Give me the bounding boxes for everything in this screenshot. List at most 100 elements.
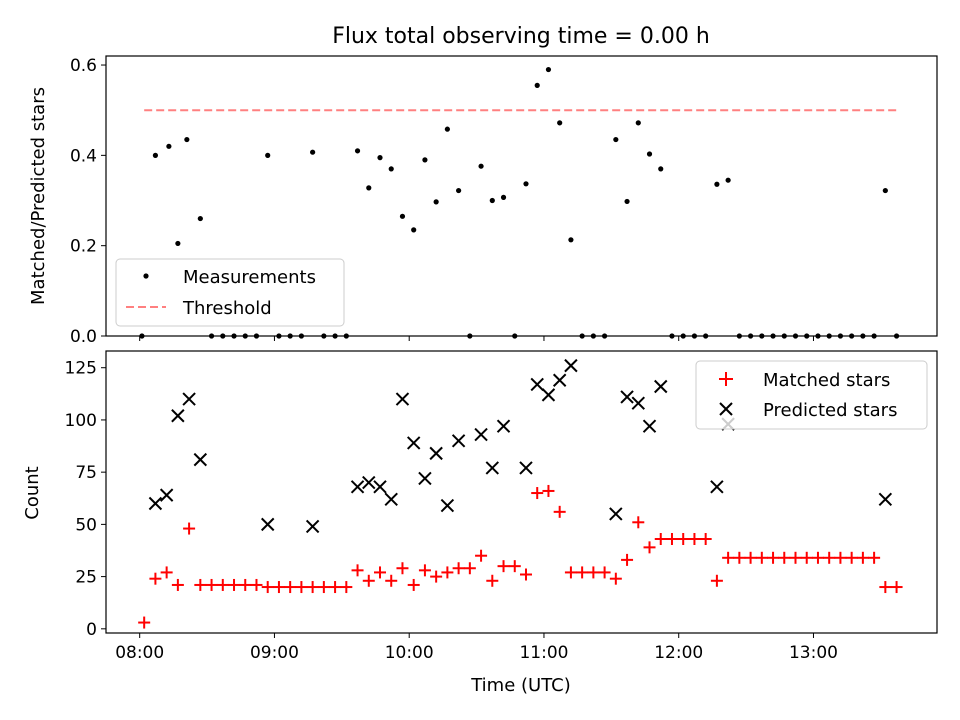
matched-star-point [216,578,229,591]
matched-star-point [856,551,869,564]
legend-predicted-label: Predicted stars [763,400,897,421]
predicted-star-point [642,419,657,433]
matched-star-point [272,581,285,594]
predicted-star-point [418,471,432,486]
matched-star-point [228,578,241,591]
matched-star-point [677,533,690,545]
matched-star-point [744,551,757,564]
matched-star-point [576,566,589,579]
bottom-axes-ticks: 0 25 50 75 100 125 08:00 09:00 10:00 11:00 12:00 13… [65,359,838,663]
top-y-tick-label: 0.4 [70,146,97,166]
predicted-star-point [631,396,645,410]
top-y-tick-label: 0.0 [70,327,97,347]
predicted-star-point [193,452,208,467]
predicted-star-point [171,409,185,423]
measurement-point [166,143,172,149]
matched-star-point [542,484,555,497]
matched-star-point [486,574,499,587]
predicted-star-point [496,419,511,433]
predicted-star-point [519,461,533,475]
predicted-star-point [440,498,455,513]
measurement-point [523,181,529,187]
measurement-point [624,198,630,205]
matched-star-point [823,551,836,564]
bottom-y-tick-label: 75 [75,463,97,483]
x-tick-label: 08:00 [115,643,164,663]
measurement-point [175,240,181,247]
matched-star-point [374,566,387,579]
legend-predicted-marker [719,402,733,416]
bottom-y-axis-label: Count [22,466,43,519]
matched-star-point [351,564,364,577]
measurement-point [489,197,495,204]
predicted-star-point [261,517,275,532]
matched-star-point [396,562,409,575]
matched-star-point [789,551,802,564]
bottom-legend-box [695,360,928,430]
matched-star-point [317,581,330,594]
predicted-star-point [530,377,544,392]
matched-star-point [430,570,443,583]
matched-star-point [475,549,488,562]
matched-star-point [879,581,892,594]
matched-star-point [295,581,308,594]
matched-star-point [194,578,207,591]
predicted-star-point [710,480,724,494]
matched-star-point [688,533,701,545]
predicted-star-point [305,519,320,534]
matched-star-point [778,551,791,564]
measurement-point [545,66,552,73]
bottom-y-tick-label: 50 [75,515,97,535]
measurement-point [534,82,540,88]
predicted-star-point [451,434,466,448]
predicted-stars-series [148,358,893,534]
ratio-panel: Flux total observing time = 0.00 h Match… [28,24,938,347]
measurement-point [478,163,484,169]
matched-star-point [710,574,723,587]
matched-star-point [699,533,712,545]
matched-star-point [441,566,454,579]
predicted-star-point [406,436,421,450]
measurement-point [613,136,619,143]
predicted-star-point [384,492,398,507]
predicted-star-point [395,392,410,406]
measurement-point [500,194,507,200]
chart-title: Flux total observing time = 0.00 h [332,24,710,49]
bottom-y-tick-label: 100 [65,411,97,431]
legend-matched-label: Matched stars [763,370,890,391]
predicted-star-point [182,392,196,406]
matched-star-point [284,581,297,594]
matched-star-point [519,568,532,581]
legend-matched-marker [719,372,733,386]
x-tick-label: 13:00 [789,643,838,663]
measurement-point [310,149,316,155]
x-tick-label: 11:00 [519,643,568,663]
matched-star-point [329,581,342,594]
matched-star-point [138,616,151,629]
top-legend-box [115,258,345,327]
matched-stars-series [138,484,903,629]
predicted-star-point [429,446,443,461]
predicted-star-point [148,496,163,511]
measurement-point [354,148,361,154]
matched-star-point [665,533,678,545]
matched-star-point [654,533,667,545]
matched-star-point [564,566,577,579]
matched-star-point [149,572,162,585]
measurement-point [265,152,271,158]
matched-star-point [621,553,634,566]
top-y-tick-label: 0.6 [70,56,97,76]
matched-star-point [306,581,319,594]
measurement-point [646,151,653,157]
matched-star-point [800,551,813,564]
matched-star-point [632,516,645,529]
matched-star-point [385,574,398,587]
measurement-point [152,152,159,158]
measurement-point [388,166,394,172]
matched-star-point [609,572,622,585]
bottom-legend: Matched stars Predicted stars [695,360,928,430]
predicted-star-point [159,488,174,502]
x-tick-label: 10:00 [385,643,434,663]
measurement-point [366,185,372,191]
